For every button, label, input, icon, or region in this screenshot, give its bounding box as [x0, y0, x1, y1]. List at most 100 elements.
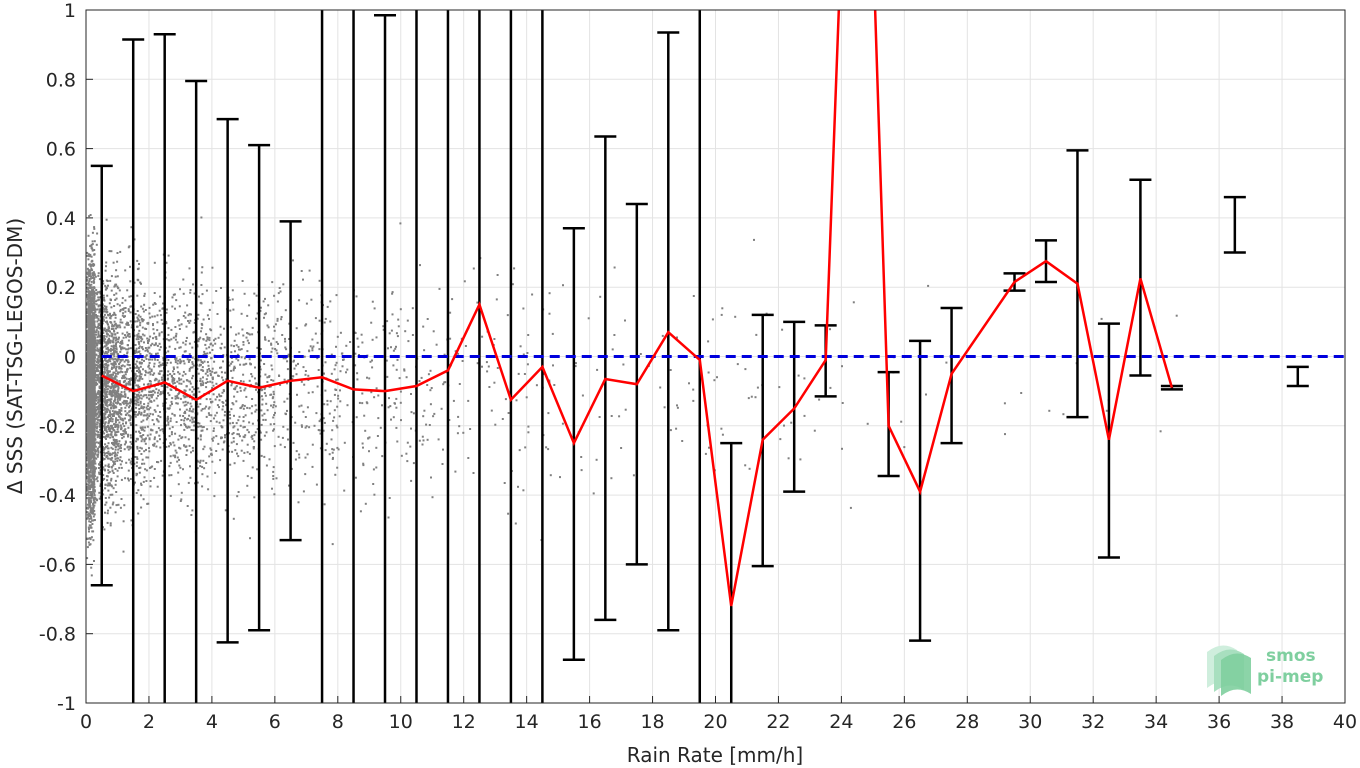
scatter-point: [182, 401, 185, 404]
scatter-point: [145, 448, 147, 451]
scatter-point: [86, 349, 89, 352]
scatter-point: [104, 436, 107, 439]
scatter-point: [147, 456, 150, 459]
scatter-point: [209, 369, 212, 372]
scatter-point: [136, 259, 139, 262]
scatter-point: [125, 370, 128, 373]
scatter-point: [97, 447, 100, 450]
scatter-point: [110, 362, 113, 365]
scatter-point: [98, 309, 101, 312]
scatter-point: [199, 438, 202, 441]
scatter-point: [112, 472, 115, 474]
scatter-point: [162, 402, 165, 405]
scatter-point: [109, 374, 112, 377]
scatter-point: [98, 304, 101, 307]
scatter-point: [153, 423, 155, 426]
scatter-point: [122, 419, 125, 422]
scatter-point: [103, 313, 106, 316]
scatter-point: [119, 321, 122, 324]
scatter-point: [89, 298, 92, 301]
scatter-point: [112, 341, 115, 344]
scatter-point: [94, 462, 97, 465]
scatter-point: [133, 334, 136, 337]
scatter-point: [86, 376, 89, 379]
scatter-point: [94, 394, 97, 396]
scatter-point: [91, 358, 94, 361]
scatter-point: [98, 404, 101, 406]
scatter-point: [93, 460, 96, 463]
scatter-point: [95, 379, 98, 382]
scatter-point: [180, 378, 183, 381]
scatter-point: [116, 419, 119, 422]
scatter-point: [139, 432, 142, 435]
scatter-point: [148, 397, 151, 400]
scatter-point: [126, 348, 129, 351]
scatter-point: [93, 410, 96, 412]
scatter-point: [114, 424, 117, 427]
scatter-point: [143, 440, 146, 443]
scatter-point: [129, 441, 132, 443]
scatter-point: [103, 406, 105, 409]
scatter-point: [107, 447, 110, 450]
scatter-point: [123, 380, 126, 383]
scatter-point: [115, 375, 118, 378]
scatter-point: [87, 324, 90, 327]
scatter-point: [102, 306, 105, 309]
scatter-point: [110, 275, 113, 278]
scatter-point: [148, 306, 151, 309]
scatter-point: [121, 437, 124, 440]
scatter-point: [110, 332, 113, 335]
scatter-point: [140, 394, 142, 397]
scatter-point: [119, 456, 122, 459]
scatter-point: [107, 414, 110, 417]
scatter-point: [211, 381, 214, 384]
scatter-point: [107, 452, 110, 455]
scatter-point: [140, 282, 142, 285]
scatter-point: [107, 471, 110, 474]
scatter-point: [182, 370, 185, 373]
scatter-point: [126, 351, 129, 354]
scatter-point: [86, 537, 89, 540]
scatter-point: [114, 372, 117, 375]
scatter-point: [136, 310, 139, 312]
scatter-point: [94, 383, 97, 386]
scatter-point: [95, 361, 98, 364]
scatter-point: [88, 465, 90, 468]
scatter-point: [86, 412, 89, 415]
scatter-point: [93, 492, 96, 495]
scatter-point: [89, 449, 92, 452]
scatter-point: [106, 310, 109, 313]
scatter-point: [93, 347, 96, 350]
scatter-point: [143, 403, 146, 406]
scatter-point: [105, 261, 108, 264]
scatter-point: [205, 378, 208, 381]
scatter-point: [91, 361, 94, 364]
scatter-point: [121, 342, 124, 345]
scatter-point: [86, 381, 89, 384]
scatter-point: [110, 407, 112, 410]
scatter-point: [102, 328, 105, 331]
scatter-point: [86, 293, 89, 296]
scatter-point: [183, 417, 186, 420]
scatter-point: [118, 289, 121, 292]
scatter-point: [110, 424, 113, 427]
scatter-point: [156, 485, 159, 488]
scatter-point: [87, 516, 89, 519]
scatter-point: [96, 416, 99, 419]
scatter-point: [97, 416, 100, 419]
scatter-point: [142, 406, 145, 409]
scatter-point: [106, 445, 109, 448]
scatter-point: [191, 361, 194, 364]
scatter-point: [145, 418, 148, 421]
scatter-point: [157, 420, 160, 423]
scatter-point: [90, 427, 93, 430]
scatter-point: [103, 458, 106, 460]
scatter-point: [118, 336, 120, 339]
scatter-point: [180, 323, 183, 326]
scatter-point: [130, 519, 133, 522]
scatter-point: [110, 306, 113, 309]
scatter-point: [112, 391, 115, 394]
scatter-point: [136, 278, 139, 281]
scatter-point: [138, 410, 141, 413]
scatter-point: [141, 326, 144, 329]
